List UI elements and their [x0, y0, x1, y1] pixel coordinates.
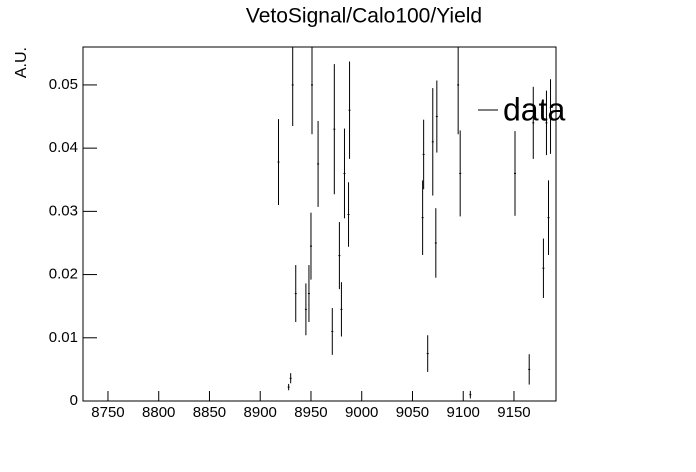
legend-label: data [503, 91, 565, 127]
y-axis-label: A.U. [13, 47, 30, 78]
y-tick-label: 0.02 [49, 266, 78, 283]
y-tick-label: 0.05 [49, 76, 78, 93]
x-tick-label: 9000 [345, 404, 378, 421]
y-tick-label: 0 [70, 392, 78, 409]
x-tick-label: 9150 [497, 404, 530, 421]
y-tick-label: 0.03 [49, 202, 78, 219]
y-tick-label: 0.01 [49, 329, 78, 346]
x-tick-label: 8950 [294, 404, 327, 421]
plot-frame [82, 46, 557, 402]
x-tick-label: 9100 [447, 404, 480, 421]
y-tick-label: 0.04 [49, 139, 78, 156]
x-tick-label: 8750 [91, 404, 124, 421]
x-tick-label: 8900 [244, 404, 277, 421]
x-tick-label: 8850 [193, 404, 226, 421]
x-tick-label: 8800 [142, 404, 175, 421]
chart-title: VetoSignal/Calo100/Yield [246, 5, 482, 28]
x-tick-label: 9050 [396, 404, 429, 421]
